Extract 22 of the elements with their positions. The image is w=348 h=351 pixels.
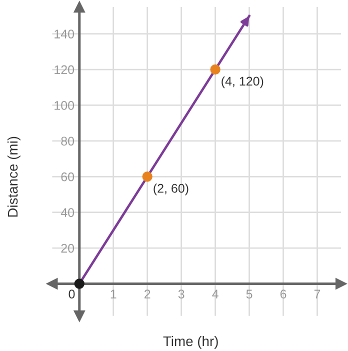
x-tick-label: 4 xyxy=(212,290,218,298)
x-tick-label: 7 xyxy=(314,290,320,298)
y-tick-label: 40 xyxy=(60,208,74,217)
y-tick-label: 140 xyxy=(54,30,74,38)
point xyxy=(210,64,220,75)
x-axis-title: Time (hr) xyxy=(163,336,218,349)
annotation: (2, 60) xyxy=(154,184,188,196)
x-tick-label: 1 xyxy=(110,290,116,298)
y-tick-label: 100 xyxy=(54,101,74,110)
y-tick-label: 80 xyxy=(61,136,74,146)
point xyxy=(142,172,152,182)
y-tick-label: 60 xyxy=(61,172,74,182)
x-tick-label: 0 xyxy=(68,290,75,298)
point xyxy=(74,278,84,289)
y-axis-title: Distance (mi) xyxy=(7,136,20,217)
x-tick-label: 5 xyxy=(246,290,252,298)
x-tick-label: 3 xyxy=(178,290,184,298)
y-tick-label: 120 xyxy=(54,65,74,74)
annotation: (4, 120) xyxy=(222,76,264,88)
y-tick-label: 20 xyxy=(61,244,74,253)
x-tick-label: 2 xyxy=(144,290,150,298)
x-tick-label: 6 xyxy=(280,290,286,298)
